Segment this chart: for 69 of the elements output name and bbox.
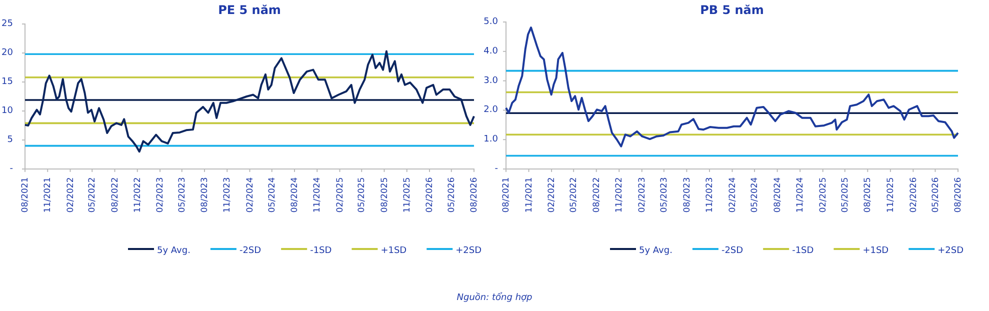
x-tick-label: 05/2026 xyxy=(446,177,457,213)
legend-label: 5y Avg. xyxy=(639,246,672,256)
x-tick-label: 08/2023 xyxy=(200,177,210,213)
x-tick-label: 05/2022 xyxy=(88,177,98,213)
legend-label: -2SD xyxy=(239,246,262,256)
legend-label: 5y Avg. xyxy=(157,246,190,256)
x-tick-label: 08/2026 xyxy=(954,177,964,213)
x-tick-label: 11/2022 xyxy=(132,177,143,213)
x-tick-label: 08/2024 xyxy=(772,177,783,213)
y-tick-label: 3.0 xyxy=(484,76,498,86)
x-tick-label: 05/2025 xyxy=(357,177,368,213)
x-tick-label: 11/2023 xyxy=(222,177,233,213)
y-tick-label: - xyxy=(10,164,13,174)
text: Nguồn: tổng hợp xyxy=(456,292,533,303)
x-tick-label: 08/2025 xyxy=(863,177,874,213)
x-tick-label: 11/2023 xyxy=(705,177,716,213)
x-tick-label: 02/2022 xyxy=(66,177,76,213)
y-tick-label: 2.0 xyxy=(484,105,498,116)
y-tick-label: 20 xyxy=(2,48,14,58)
x-tick-label: 11/2021 xyxy=(524,177,534,213)
y-tick-label: 10 xyxy=(2,106,14,116)
legend-label: +2SD xyxy=(456,246,482,256)
y-tick-label: - xyxy=(494,164,498,174)
x-tick-label: 11/2024 xyxy=(312,177,323,213)
x-tick-label: 02/2022 xyxy=(547,177,558,213)
x-tick-label: 08/2022 xyxy=(592,177,602,213)
x-tick-label: 02/2023 xyxy=(637,177,648,213)
x-tick-label: 02/2025 xyxy=(818,177,828,213)
x-tick-label: 05/2023 xyxy=(659,177,670,213)
chart-title: PB 5 năm xyxy=(700,3,764,17)
x-tick-label: 08/2025 xyxy=(380,177,390,213)
x-tick-label: 02/2023 xyxy=(156,177,166,213)
x-tick-label: 05/2024 xyxy=(750,177,760,213)
line-series xyxy=(24,50,475,153)
x-tick-label: 08/2021 xyxy=(502,177,512,213)
y-tick-label: 15 xyxy=(2,77,13,87)
legend-label: +2SD xyxy=(938,246,964,256)
legend-label: +1SD xyxy=(862,246,889,256)
x-tick-label: 02/2024 xyxy=(245,177,256,213)
x-tick-label: 02/2025 xyxy=(335,177,346,213)
x-tick-label: 11/2025 xyxy=(402,177,412,213)
y-tick-label: 4.0 xyxy=(484,46,498,56)
x-tick-label: 05/2026 xyxy=(930,177,941,213)
legend-label: +1SD xyxy=(380,246,407,256)
x-tick-label: 08/2021 xyxy=(20,177,31,213)
x-tick-label: 11/2021 xyxy=(43,177,54,213)
legend-label: -2SD xyxy=(721,246,744,256)
legend-label: -1SD xyxy=(310,246,332,256)
line-series xyxy=(505,26,959,148)
x-tick-label: 02/2026 xyxy=(425,177,436,213)
x-tick-label: 08/2022 xyxy=(110,177,120,213)
x-tick-label: 05/2023 xyxy=(177,177,188,213)
x-tick-label: 08/2024 xyxy=(290,177,300,213)
x-tick-label: 02/2024 xyxy=(728,177,738,213)
x-tick-label: 05/2025 xyxy=(840,177,850,213)
x-tick-label: 05/2022 xyxy=(569,177,580,213)
x-tick-label: 08/2026 xyxy=(470,177,480,213)
x-tick-label: 05/2024 xyxy=(267,177,278,213)
x-tick-label: 08/2023 xyxy=(682,177,692,213)
y-tick-label: 1.0 xyxy=(484,134,498,145)
legend-label: -1SD xyxy=(792,246,814,256)
y-tick-label: 5 xyxy=(7,135,13,145)
y-tick-label: 25 xyxy=(2,19,13,29)
chart-title: PE 5 năm xyxy=(218,3,281,17)
x-tick-label: 02/2026 xyxy=(908,177,919,213)
x-tick-label: 11/2024 xyxy=(796,177,806,213)
y-tick-label: 5.0 xyxy=(484,17,498,27)
x-tick-label: 11/2025 xyxy=(886,177,896,213)
x-tick-label: 11/2022 xyxy=(614,177,625,213)
